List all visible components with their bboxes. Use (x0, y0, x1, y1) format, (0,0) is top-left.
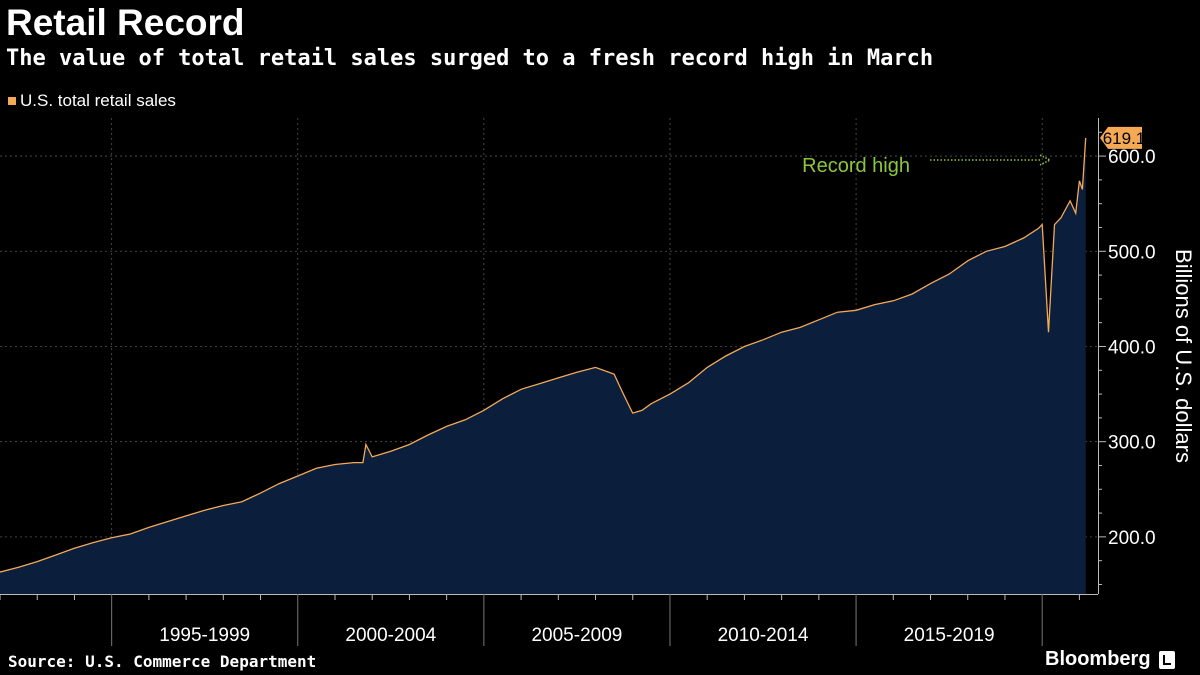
source-note: Source: U.S. Commerce Department (8, 652, 317, 671)
y-axis-title: Billions of U.S. dollars (1171, 249, 1196, 463)
series-line (0, 137, 1087, 573)
y-tick-label: 600.0 (1108, 147, 1156, 168)
brand-logo: Bloomberg (1045, 648, 1175, 671)
y-tick-label: 500.0 (1108, 242, 1156, 263)
brand-name: Bloomberg (1045, 648, 1151, 670)
x-tick-label: 2005-2009 (531, 625, 622, 646)
x-tick-label: 1995-1999 (159, 625, 250, 646)
last-value-tag (1100, 126, 1142, 149)
x-tick-label: 2010-2014 (718, 625, 809, 646)
y-tick-label: 200.0 (1108, 528, 1156, 549)
chart-title: Retail Record (6, 2, 245, 43)
legend: U.S. total retail sales (8, 91, 176, 111)
x-tick-label: 2000-2004 (345, 625, 436, 646)
chart-subtitle: The value of total retail sales surged t… (6, 46, 934, 71)
legend-label: U.S. total retail sales (20, 91, 176, 110)
series-area (0, 137, 1086, 594)
y-tick-label: 400.0 (1108, 337, 1156, 358)
last-value-label: 619.1 (1103, 129, 1146, 148)
y-tick-label: 300.0 (1108, 433, 1156, 454)
bloomberg-badge-icon (1158, 650, 1175, 669)
legend-swatch (8, 97, 16, 105)
x-tick-label: 2015-2019 (904, 625, 995, 646)
record-high-annotation: Record high (802, 155, 910, 177)
annotation-arrow-head (1039, 154, 1052, 166)
